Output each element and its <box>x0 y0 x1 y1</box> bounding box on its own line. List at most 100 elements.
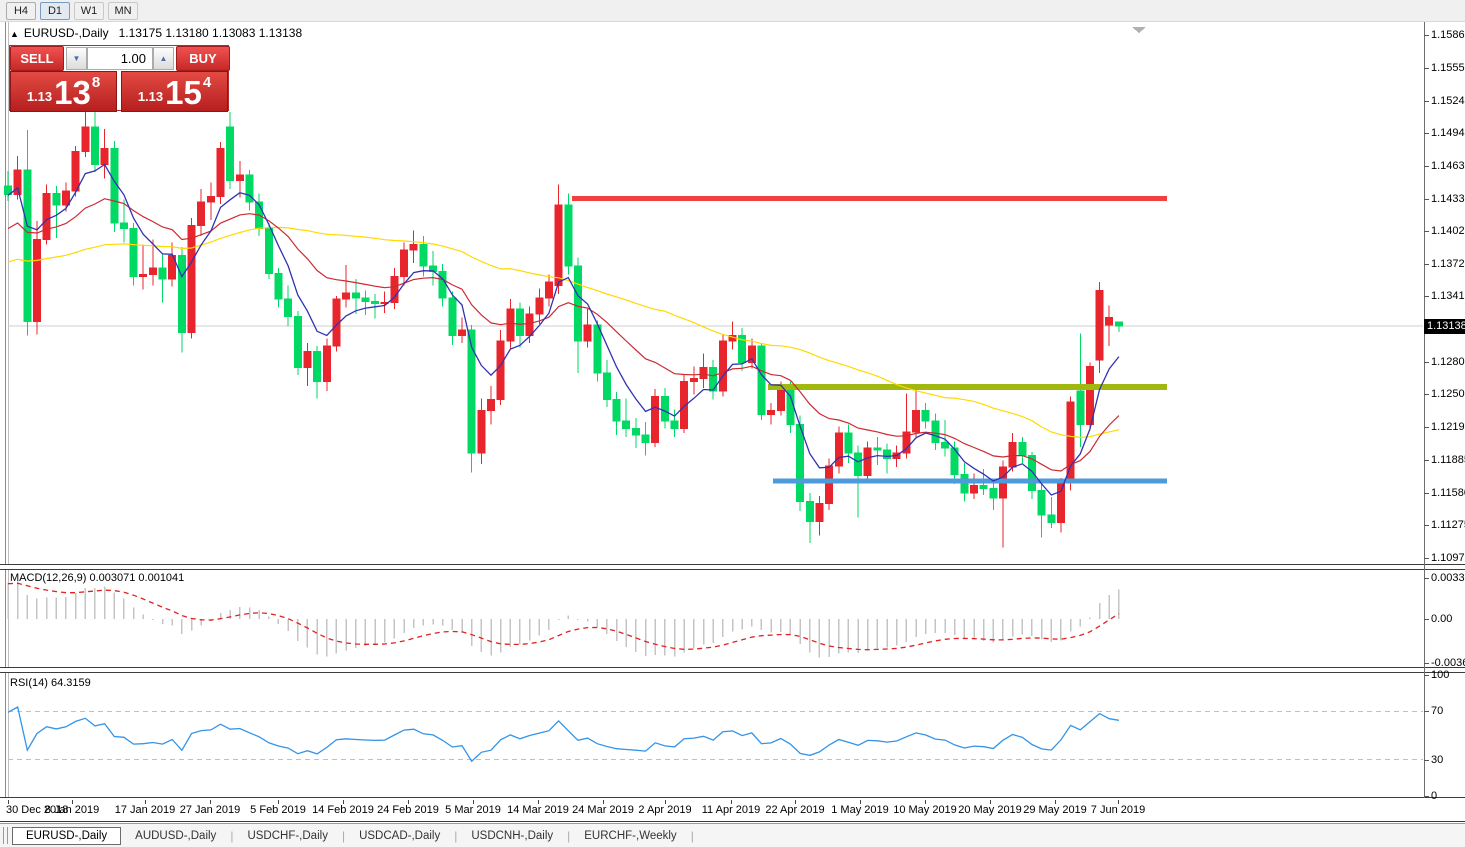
bid-price-tile[interactable]: 1.13 13 8 <box>10 71 117 112</box>
price-tick: 1.14330 <box>1431 192 1465 205</box>
candle-body <box>873 447 882 451</box>
candle-body <box>361 297 370 302</box>
macd-histogram-bar <box>644 619 647 657</box>
date-tick-label: 24 Mar 2019 <box>572 804 634 816</box>
price-tick: 1.11275 <box>1431 519 1465 532</box>
macd-histogram-bar <box>152 619 154 620</box>
date-tick-mark <box>795 800 796 804</box>
candle-body <box>1018 441 1027 456</box>
sell-button[interactable]: SELL <box>10 46 64 71</box>
axis-tick-mark <box>1424 460 1429 462</box>
axis-tick-mark <box>1424 263 1429 265</box>
candle-body <box>216 147 225 197</box>
macd-histogram-bar <box>886 619 888 648</box>
candle-body <box>90 126 99 165</box>
tab-eurchf-weekly[interactable]: EURCHF-,Weekly <box>584 829 677 842</box>
trade-panel-top-row: SELL ▼ ▲ BUY <box>10 46 230 71</box>
macd-histogram-bar <box>876 619 879 649</box>
macd-histogram-bar <box>519 619 521 645</box>
macd-histogram-bar <box>1118 589 1120 619</box>
tab-usdcad-daily[interactable]: USDCAD-,Daily <box>359 829 441 842</box>
date-tick-mark <box>665 800 666 804</box>
candle-body <box>438 270 447 299</box>
candle-body <box>1095 290 1104 361</box>
date-tick-label: 2 Apr 2019 <box>638 804 692 816</box>
date-tick-mark <box>8 800 9 804</box>
candle-body <box>419 244 428 267</box>
collapse-triangle-icon[interactable]: ▲ <box>10 29 19 39</box>
panel-separator[interactable] <box>0 667 1465 673</box>
support-blue[interactable] <box>773 478 1167 484</box>
ma-mid-line <box>7 198 1120 472</box>
resistance-red[interactable] <box>572 196 1167 202</box>
candle-body <box>1076 390 1085 425</box>
volume-increase-icon[interactable]: ▲ <box>153 47 174 70</box>
tab-audusd-daily[interactable]: AUDUSD-,Daily <box>135 829 217 842</box>
macd-histogram-bar <box>799 619 801 644</box>
tab-usdcnh-daily[interactable]: USDCNH-,Daily <box>471 829 554 842</box>
macd-histogram-bar <box>432 619 434 625</box>
candle-body <box>950 447 959 476</box>
panel-separator[interactable] <box>0 564 1465 570</box>
candle-body <box>921 409 930 422</box>
date-tick-label: 17 Jan 2019 <box>114 804 176 816</box>
axis-tick-mark <box>1424 394 1429 396</box>
date-tick-mark <box>343 800 344 804</box>
timeframe-d1-button[interactable]: D1 <box>40 2 70 20</box>
macd-histogram-bar <box>200 619 202 626</box>
candle-body <box>544 281 553 299</box>
rsi-tick: 100 <box>1431 669 1450 681</box>
candle-body <box>660 395 669 422</box>
buy-button[interactable]: BUY <box>176 46 230 71</box>
main-price-chart[interactable] <box>0 22 1424 564</box>
candle-body <box>496 340 505 401</box>
chart-frame-edge <box>8 22 9 798</box>
axis-tick-mark <box>1424 492 1429 494</box>
candle-body <box>825 465 834 504</box>
date-axis: 30 Dec 2018 8 Jan 2019 17 Jan 2019 27 Jan 2… <box>0 800 1424 821</box>
axis-tick-mark <box>1424 198 1429 200</box>
tab-usdchf-daily[interactable]: USDCHF-,Daily <box>247 829 328 842</box>
timeframe-mn-button[interactable]: MN <box>108 2 138 20</box>
candle-body <box>941 441 950 449</box>
macd-histogram-bar <box>606 619 608 634</box>
resistance-olive[interactable] <box>768 383 1167 390</box>
macd-histogram-bar <box>770 619 772 633</box>
macd-histogram-bar <box>499 619 502 653</box>
axis-tick-mark <box>1424 525 1429 527</box>
ask-price-tile[interactable]: 1.13 15 4 <box>121 71 228 112</box>
macd-histogram-bar <box>838 619 840 654</box>
macd-histogram-bar <box>1031 619 1033 637</box>
volume-decrease-icon[interactable]: ▼ <box>66 47 87 70</box>
volume-input[interactable] <box>87 47 153 70</box>
price-tick: 1.13720 <box>1431 257 1465 270</box>
date-tick-mark <box>145 800 146 804</box>
candle-body <box>187 224 196 333</box>
rsi-tick: 0 <box>1431 790 1438 802</box>
chart-shift-marker-icon <box>1132 27 1146 33</box>
candle-body <box>583 324 592 342</box>
macd-histogram-bar <box>219 613 222 619</box>
macd-histogram-bar <box>306 619 309 648</box>
timeframe-w1-button[interactable]: W1 <box>74 2 104 20</box>
rsi-indicator-chart[interactable] <box>0 673 1424 798</box>
macd-histogram-bar <box>1079 619 1082 627</box>
symbol-period-label: EURUSD-,Daily <box>23 26 109 40</box>
macd-histogram-bar <box>16 581 19 619</box>
macd-histogram-bar <box>451 619 454 631</box>
tab-eurusd-daily[interactable]: EURUSD-,Daily <box>12 826 122 845</box>
date-tick-label: 27 Jan 2019 <box>179 804 241 816</box>
candle-body <box>989 487 998 499</box>
candle-body <box>322 345 331 383</box>
macd-histogram-bar <box>268 616 270 619</box>
candle-body <box>4 185 12 195</box>
candle-body <box>303 351 312 369</box>
macd-histogram-bar <box>1002 619 1004 641</box>
macd-indicator-chart[interactable] <box>0 570 1424 667</box>
candle-body <box>342 292 351 300</box>
candle-body <box>564 204 573 267</box>
timeframe-h4-button[interactable]: H4 <box>6 2 36 20</box>
date-tick-mark <box>860 800 861 804</box>
candle-body <box>177 254 186 333</box>
macd-histogram-bar <box>722 619 724 637</box>
